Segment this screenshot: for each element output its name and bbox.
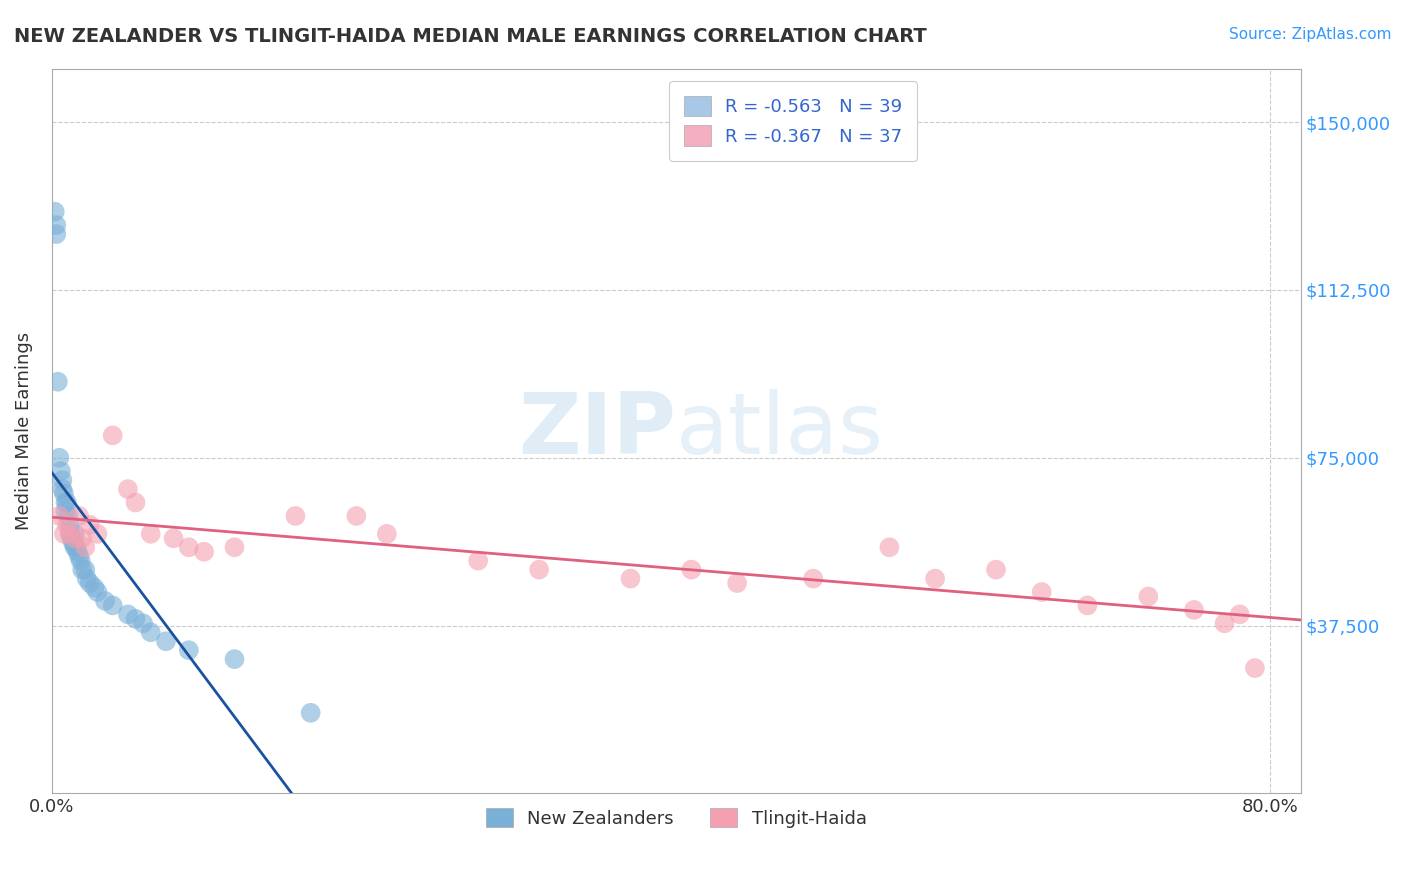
Point	[344, 508, 367, 523]
Point	[46, 375, 69, 389]
Point	[56, 495, 79, 509]
Point	[801, 572, 824, 586]
Point	[49, 464, 72, 478]
Point	[76, 572, 98, 586]
Point	[51, 473, 73, 487]
Point	[155, 634, 177, 648]
Point	[124, 495, 146, 509]
Point	[55, 495, 77, 509]
Point	[527, 563, 550, 577]
Legend: New Zealanders, Tlingit-Haida: New Zealanders, Tlingit-Haida	[478, 801, 873, 835]
Point	[44, 204, 66, 219]
Point	[1076, 599, 1098, 613]
Point	[619, 572, 641, 586]
Point	[45, 227, 67, 241]
Point	[63, 531, 86, 545]
Point	[162, 531, 184, 545]
Point	[224, 652, 246, 666]
Point	[51, 482, 73, 496]
Text: Source: ZipAtlas.com: Source: ZipAtlas.com	[1229, 27, 1392, 42]
Point	[45, 218, 67, 232]
Point	[1244, 661, 1267, 675]
Point	[65, 541, 87, 555]
Point	[56, 517, 79, 532]
Point	[284, 508, 307, 523]
Point	[60, 531, 83, 545]
Point	[69, 554, 91, 568]
Point	[67, 549, 90, 564]
Point	[86, 585, 108, 599]
Point	[139, 625, 162, 640]
Point	[55, 504, 77, 518]
Point	[924, 572, 946, 586]
Point	[132, 616, 155, 631]
Point	[59, 526, 82, 541]
Point	[52, 526, 75, 541]
Point	[139, 526, 162, 541]
Point	[63, 526, 86, 541]
Point	[75, 541, 97, 555]
Point	[725, 576, 748, 591]
Point	[1182, 603, 1205, 617]
Point	[67, 508, 90, 523]
Text: NEW ZEALANDER VS TLINGIT-HAIDA MEDIAN MALE EARNINGS CORRELATION CHART: NEW ZEALANDER VS TLINGIT-HAIDA MEDIAN MA…	[14, 27, 927, 45]
Point	[681, 563, 703, 577]
Point	[117, 607, 139, 622]
Point	[70, 531, 93, 545]
Point	[83, 581, 105, 595]
Point	[224, 541, 246, 555]
Point	[79, 517, 101, 532]
Point	[879, 541, 901, 555]
Point	[94, 594, 117, 608]
Point	[1031, 585, 1053, 599]
Point	[48, 508, 70, 523]
Text: atlas: atlas	[676, 390, 884, 473]
Point	[101, 428, 124, 442]
Point	[59, 526, 82, 541]
Point	[79, 576, 101, 591]
Text: ZIP: ZIP	[519, 390, 676, 473]
Point	[62, 536, 84, 550]
Point	[984, 563, 1007, 577]
Point	[124, 612, 146, 626]
Point	[375, 526, 398, 541]
Point	[58, 508, 80, 523]
Point	[193, 545, 215, 559]
Point	[63, 541, 86, 555]
Point	[48, 450, 70, 465]
Point	[75, 563, 97, 577]
Point	[177, 643, 200, 657]
Point	[101, 599, 124, 613]
Point	[86, 526, 108, 541]
Point	[59, 517, 82, 532]
Point	[1213, 616, 1236, 631]
Point	[117, 482, 139, 496]
Point	[299, 706, 322, 720]
Point	[52, 486, 75, 500]
Point	[1229, 607, 1251, 622]
Point	[177, 541, 200, 555]
Point	[1137, 590, 1160, 604]
Point	[66, 545, 89, 559]
Point	[70, 563, 93, 577]
Y-axis label: Median Male Earnings: Median Male Earnings	[15, 332, 32, 530]
Point	[467, 554, 489, 568]
